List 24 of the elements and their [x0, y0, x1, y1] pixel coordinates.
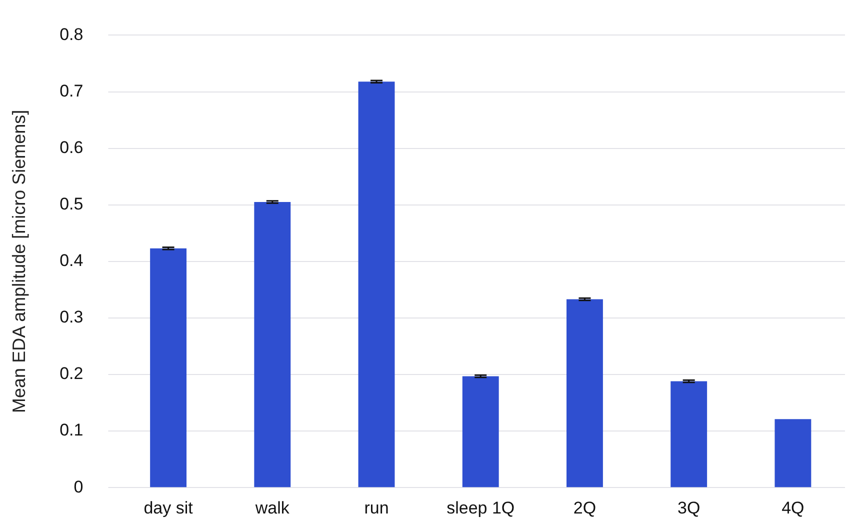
- bar: [254, 202, 291, 488]
- x-tick-label: day sit: [144, 498, 194, 518]
- y-tick-label: 0.7: [60, 81, 84, 100]
- y-tick-label: 0.2: [60, 364, 84, 384]
- bar: [670, 381, 708, 488]
- y-tick-label: 0.8: [60, 24, 84, 44]
- bar: [566, 299, 603, 488]
- y-tick-label: 0: [74, 477, 84, 496]
- y-tick-label: 0.1: [60, 420, 84, 440]
- bar: [462, 376, 499, 488]
- x-tick-label: sleep 1Q: [446, 498, 515, 518]
- y-tick-label: 0.5: [60, 194, 84, 214]
- bar: [774, 419, 812, 488]
- bar: [358, 82, 395, 488]
- y-tick-label: 0.4: [60, 251, 84, 270]
- x-tick-label: walk: [254, 498, 290, 518]
- bar: [150, 248, 187, 488]
- y-tick-label: 0.3: [60, 308, 84, 327]
- x-tick-label: 4Q: [782, 498, 804, 518]
- x-tick-label: run: [364, 498, 389, 518]
- x-tick-label: 2Q: [573, 498, 596, 518]
- y-axis-title: Mean EDA amplitude [micro Siemens]: [8, 110, 29, 413]
- y-tick-label: 0.6: [60, 138, 84, 157]
- x-tick-label: 3Q: [677, 498, 700, 518]
